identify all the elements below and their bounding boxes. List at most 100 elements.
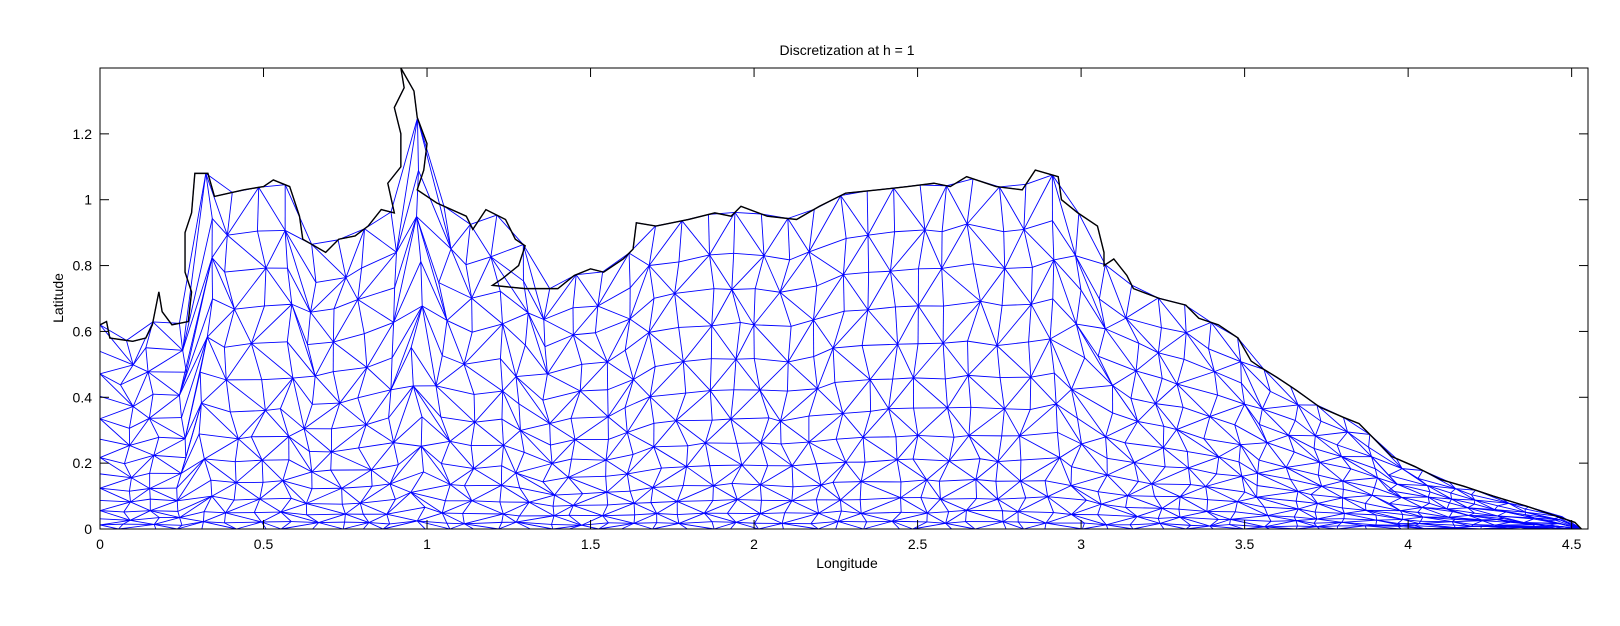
mesh-edge — [1313, 521, 1342, 524]
mesh-edge — [287, 267, 311, 313]
mesh-edge — [997, 498, 1019, 512]
mesh-edge — [99, 487, 130, 492]
mesh-edge — [341, 488, 343, 505]
mesh-edge — [1318, 474, 1343, 482]
mesh-edge — [1395, 458, 1403, 469]
mesh-edge — [131, 472, 150, 479]
mesh-edge — [179, 511, 205, 519]
mesh-edge — [131, 477, 150, 489]
mesh-edge — [1125, 495, 1129, 508]
mesh-edge — [1450, 492, 1475, 501]
mesh-edge — [861, 345, 871, 380]
mesh-edge — [1179, 484, 1191, 497]
mesh-edge — [760, 512, 785, 515]
mesh-edge — [393, 216, 417, 323]
mesh-edge — [393, 287, 396, 323]
mesh-edge — [649, 396, 655, 424]
mesh-edge — [253, 498, 261, 513]
mesh-edge — [1428, 496, 1450, 504]
mesh-edge — [281, 522, 319, 530]
mesh-edge — [730, 418, 762, 444]
mesh-edge — [1256, 496, 1297, 502]
mesh-edge — [1451, 498, 1475, 505]
mesh-edge — [579, 364, 583, 392]
mesh-edge — [473, 444, 504, 469]
mesh-edge — [1238, 461, 1243, 477]
mesh-edge — [223, 347, 227, 380]
mesh-edge — [897, 344, 914, 379]
mesh-edge — [225, 379, 231, 412]
mesh-edge — [1237, 501, 1268, 516]
mesh-edge — [940, 498, 950, 512]
mesh-edge — [1267, 508, 1299, 516]
mesh-edge — [303, 428, 310, 452]
mesh-edge — [312, 522, 320, 530]
mesh-edge — [607, 379, 634, 391]
mesh-edge — [648, 265, 675, 294]
mesh-edge — [519, 487, 555, 496]
mesh-edge — [154, 517, 180, 525]
mesh-edge — [1208, 348, 1241, 363]
mesh-edge — [568, 459, 607, 478]
mesh-edge — [648, 225, 656, 266]
mesh-edge — [542, 373, 548, 401]
mesh-edge — [1256, 496, 1299, 510]
mesh-edge — [1205, 486, 1238, 503]
mesh-edge — [490, 244, 524, 258]
mesh-edge — [549, 390, 581, 424]
mesh-edge — [1337, 522, 1343, 527]
mesh-edge — [226, 192, 233, 236]
mesh-edge — [1004, 408, 1020, 437]
mesh-edge — [968, 407, 972, 436]
mesh-edge — [897, 458, 914, 461]
mesh-edge — [653, 293, 675, 299]
mesh-edge — [656, 522, 679, 524]
mesh-edge — [999, 377, 1005, 409]
mesh-edge — [1075, 213, 1080, 256]
mesh-edge — [1241, 476, 1257, 498]
mesh-edge — [1256, 496, 1265, 508]
x-tick-label: 3.5 — [1235, 536, 1255, 552]
mesh-edge — [837, 510, 842, 522]
mesh-edge — [759, 500, 762, 514]
mesh-edge — [177, 495, 212, 512]
mesh-edge — [633, 513, 657, 524]
mesh-edge — [966, 498, 998, 511]
mesh-edge — [542, 463, 553, 482]
mesh-edge — [502, 323, 526, 346]
mesh-edge — [1428, 496, 1452, 500]
mesh-edge — [306, 312, 311, 345]
mesh-edge — [416, 216, 452, 250]
mesh-edge — [842, 379, 871, 414]
mesh-edge — [945, 522, 952, 530]
mesh-edge — [99, 350, 134, 366]
mesh-edge — [235, 459, 263, 463]
mesh-edge — [1019, 403, 1057, 437]
mesh-edge — [996, 304, 1032, 346]
mesh-edge — [1176, 371, 1215, 385]
mesh-edge — [372, 483, 391, 487]
mesh-edge — [527, 312, 546, 347]
mesh-edge — [1071, 499, 1087, 515]
mesh-edge — [177, 511, 181, 518]
mesh-edge — [1179, 516, 1191, 526]
mesh-edge — [198, 433, 205, 460]
mesh-edge — [1023, 174, 1053, 230]
mesh-edge — [303, 428, 332, 453]
mesh-edge — [416, 216, 440, 283]
mesh-edge — [753, 291, 781, 326]
mesh-edge — [473, 394, 476, 423]
mesh-edge — [464, 523, 474, 530]
mesh-edge — [1455, 488, 1476, 501]
mesh-edge — [501, 419, 504, 446]
mesh-edge — [515, 472, 521, 489]
mesh-edge — [185, 403, 202, 458]
mesh-edge — [421, 305, 448, 321]
mesh-edge — [211, 257, 226, 273]
mesh-edge — [99, 487, 131, 503]
mesh-edge — [581, 361, 608, 365]
mesh-edge — [471, 298, 473, 333]
mesh-edge — [1315, 435, 1342, 457]
mesh-edge — [1030, 376, 1057, 405]
mesh-edge — [291, 304, 308, 345]
